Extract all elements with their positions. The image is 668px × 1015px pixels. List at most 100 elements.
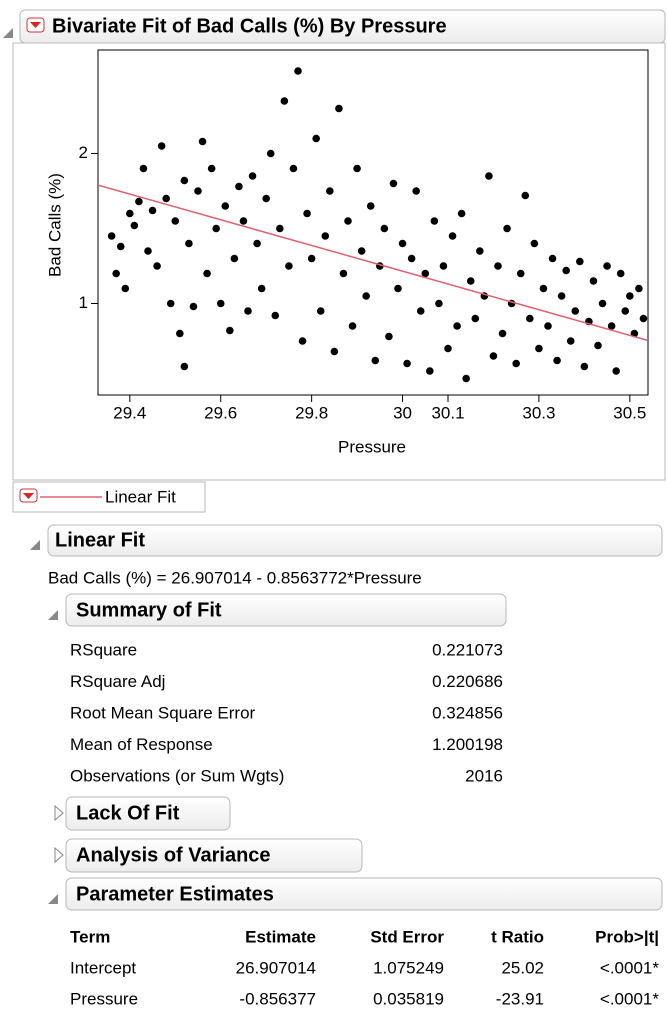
- section-header: [65, 796, 231, 831]
- point: [471, 314, 480, 323]
- section-title: Parameter Estimates: [76, 883, 274, 905]
- column-header: Estimate: [245, 927, 316, 946]
- point: [330, 347, 339, 356]
- row-value: 1.200198: [432, 735, 503, 754]
- row-value: 0.220686: [432, 672, 503, 691]
- point: [398, 239, 407, 248]
- fit-equation: Bad Calls (%) = 26.907014 - 0.8563772*Pr…: [48, 568, 422, 587]
- row-value: 2016: [465, 766, 503, 785]
- point: [380, 224, 389, 233]
- point: [198, 137, 207, 146]
- point: [462, 374, 470, 383]
- menu-arrow: [30, 22, 41, 28]
- point: [494, 262, 502, 270]
- point: [326, 187, 334, 195]
- y-tick-label: 2: [79, 143, 88, 162]
- disclosure-icon[interactable]: [48, 894, 58, 904]
- x-tick-label: 30.5: [613, 403, 646, 422]
- point: [466, 277, 475, 285]
- point: [294, 67, 302, 75]
- point: [621, 307, 630, 315]
- point: [485, 172, 493, 180]
- point: [203, 269, 211, 278]
- plot-frame: [12, 42, 666, 481]
- point: [166, 299, 175, 308]
- point: [248, 172, 257, 180]
- point: [162, 194, 170, 203]
- row-value: 0.324856: [432, 703, 503, 722]
- point: [426, 367, 434, 375]
- point: [512, 359, 520, 368]
- point: [180, 362, 189, 371]
- point: [439, 262, 448, 270]
- point: [389, 179, 398, 188]
- point: [157, 142, 166, 150]
- point: [489, 352, 498, 360]
- report-title: Bivariate Fit of Bad Calls (%) By Pressu…: [52, 15, 447, 37]
- menu-arrow: [23, 493, 34, 499]
- point: [539, 284, 548, 293]
- point: [548, 254, 557, 263]
- point: [453, 322, 461, 330]
- point: [535, 344, 543, 353]
- summary-table: RSquare 0.221073 RSquare Adj 0.220686 Root M…: [70, 640, 503, 785]
- column-header: Prob>|t|: [595, 927, 659, 946]
- disclosure-icon[interactable]: [54, 846, 64, 864]
- point: [230, 254, 239, 263]
- point: [303, 209, 311, 218]
- disclosure-icon[interactable]: [54, 804, 64, 822]
- point: [544, 322, 552, 330]
- cell: -23.91: [496, 989, 544, 1008]
- cell: 1.075249: [373, 958, 444, 977]
- cell: Intercept: [70, 958, 136, 977]
- legend-label: Linear Fit: [105, 487, 176, 506]
- section-title: Analysis of Variance: [76, 844, 271, 866]
- section-header: [47, 524, 663, 557]
- point: [130, 221, 139, 230]
- x-axis-label: Pressure: [338, 437, 406, 456]
- row-label: Root Mean Square Error: [70, 703, 256, 722]
- point: [148, 206, 157, 215]
- point: [403, 359, 411, 368]
- point: [153, 262, 161, 270]
- section-header: [65, 877, 663, 911]
- point: [298, 337, 307, 345]
- cell: 26.907014: [236, 958, 316, 977]
- disclosure-icon[interactable]: [48, 610, 58, 620]
- point: [285, 262, 293, 270]
- point: [239, 217, 248, 225]
- section-header: [65, 593, 507, 627]
- point: [576, 257, 584, 266]
- row-label: RSquare: [70, 640, 137, 659]
- point: [612, 367, 620, 375]
- disclosure-icon[interactable]: [3, 28, 13, 38]
- point: [639, 314, 648, 323]
- point: [444, 344, 452, 353]
- x-tick-label: 29.4: [113, 403, 146, 422]
- x-tick-label: 30: [393, 403, 412, 422]
- section-title: Linear Fit: [55, 529, 145, 551]
- cell: 0.035819: [373, 989, 444, 1008]
- point: [616, 269, 625, 278]
- point: [521, 191, 530, 200]
- point: [116, 242, 125, 251]
- disclosure-icon[interactable]: [30, 540, 40, 550]
- point: [498, 329, 507, 338]
- point: [526, 314, 534, 323]
- y-axis-label: Bad Calls (%): [45, 173, 64, 277]
- point: [598, 299, 607, 308]
- point: [121, 284, 130, 293]
- point: [416, 307, 425, 315]
- point: [212, 224, 220, 233]
- point: [126, 209, 134, 218]
- point: [530, 239, 539, 248]
- point: [135, 197, 143, 206]
- point: [371, 356, 380, 365]
- section-header: [65, 838, 363, 873]
- point: [394, 284, 402, 293]
- point: [407, 254, 416, 263]
- point: [385, 332, 393, 341]
- section-title: Lack Of Fit: [76, 802, 180, 824]
- point: [412, 187, 420, 195]
- point: [107, 232, 116, 240]
